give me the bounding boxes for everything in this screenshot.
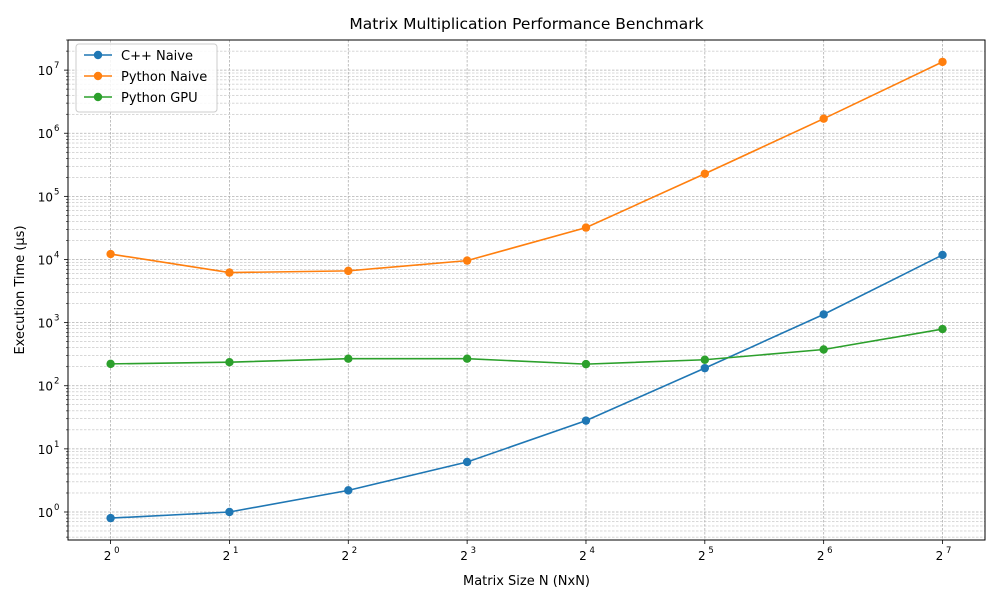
legend: C++ Naive Python Naive Python GPU	[75, 43, 218, 113]
data-point	[819, 114, 828, 123]
y-tick-label-exponent: 4	[54, 250, 59, 260]
series-line	[110, 61, 943, 274]
legend-item: C++ Naive	[84, 49, 193, 64]
data-point	[225, 507, 234, 517]
data-point	[938, 324, 947, 334]
data-point	[938, 250, 947, 260]
y-tick-label-exponent: 2	[54, 377, 59, 387]
x-tick-label-exponent: 2	[352, 546, 357, 556]
x-tick-label: 2	[104, 549, 112, 563]
series-0	[106, 250, 947, 523]
chart-title: Matrix Multiplication Performance Benchm…	[349, 15, 703, 33]
y-axis-label: Execution Time (µs)	[13, 225, 28, 354]
data-point	[938, 57, 947, 67]
data-point	[225, 358, 234, 367]
x-tick-label: 2	[460, 549, 468, 563]
legend-box	[75, 43, 218, 113]
legend-marker	[93, 71, 103, 81]
data-point	[700, 363, 710, 373]
series-layer	[106, 57, 947, 523]
data-point	[225, 268, 234, 277]
legend-item: Python GPU	[84, 91, 198, 106]
data-point	[819, 345, 828, 354]
legend-marker	[93, 92, 103, 102]
x-tick-label-exponent: 7	[946, 546, 951, 556]
legend-marker	[93, 50, 103, 60]
data-point	[581, 359, 591, 369]
legend-label: C++ Naive	[121, 49, 193, 64]
y-tick-label: 10	[38, 127, 53, 141]
y-tick-label-exponent: 0	[54, 503, 59, 513]
x-axis-label: Matrix Size N (NxN)	[463, 574, 590, 589]
x-tick-label-exponent: 0	[114, 546, 119, 556]
x-tick-label-exponent: 6	[827, 546, 832, 556]
data-point	[344, 354, 353, 363]
data-point	[581, 223, 591, 232]
x-tick-label-exponent: 4	[589, 546, 594, 556]
data-point	[581, 416, 591, 425]
data-point	[344, 266, 353, 276]
y-tick-label: 10	[38, 190, 53, 204]
y-tick-label-exponent: 6	[54, 124, 59, 134]
y-tick-label-exponent: 1	[54, 440, 59, 450]
series-line	[110, 254, 943, 519]
data-point	[700, 169, 710, 178]
x-tick-label-exponent: 1	[233, 546, 238, 556]
data-point	[700, 355, 710, 364]
series-line	[110, 328, 943, 365]
x-tick-label: 2	[341, 549, 349, 563]
y-tick-label: 10	[38, 253, 53, 267]
series-1	[106, 57, 947, 277]
y-tick-label: 10	[38, 64, 53, 78]
x-tick-label: 2	[817, 549, 825, 563]
data-point	[106, 513, 115, 523]
data-point	[462, 256, 472, 265]
y-tick-label: 10	[38, 443, 53, 457]
legend-item: Python Naive	[84, 70, 207, 85]
y-tick-label: 10	[38, 317, 53, 331]
y-tick-label-exponent: 5	[54, 187, 59, 197]
x-tick-label: 2	[698, 549, 706, 563]
legend-label: Python GPU	[121, 91, 198, 106]
x-tick-label-exponent: 5	[708, 546, 713, 556]
data-point	[106, 359, 115, 369]
data-point	[106, 249, 115, 259]
series-2	[106, 324, 947, 369]
x-tick-label: 2	[579, 549, 587, 563]
plot-frame	[67, 39, 986, 541]
data-point	[344, 486, 353, 495]
y-tick-label-exponent: 3	[54, 314, 59, 324]
x-tick-label: 2	[223, 549, 231, 563]
data-point	[462, 457, 472, 467]
data-point	[819, 310, 828, 319]
y-tick-label-exponent: 7	[54, 61, 59, 71]
y-tick-label: 10	[38, 506, 53, 520]
legend-label: Python Naive	[121, 70, 207, 85]
x-tick-label-exponent: 3	[471, 546, 476, 556]
x-tick-label: 2	[936, 549, 944, 563]
y-tick-label: 10	[38, 380, 53, 394]
data-point	[462, 354, 472, 363]
